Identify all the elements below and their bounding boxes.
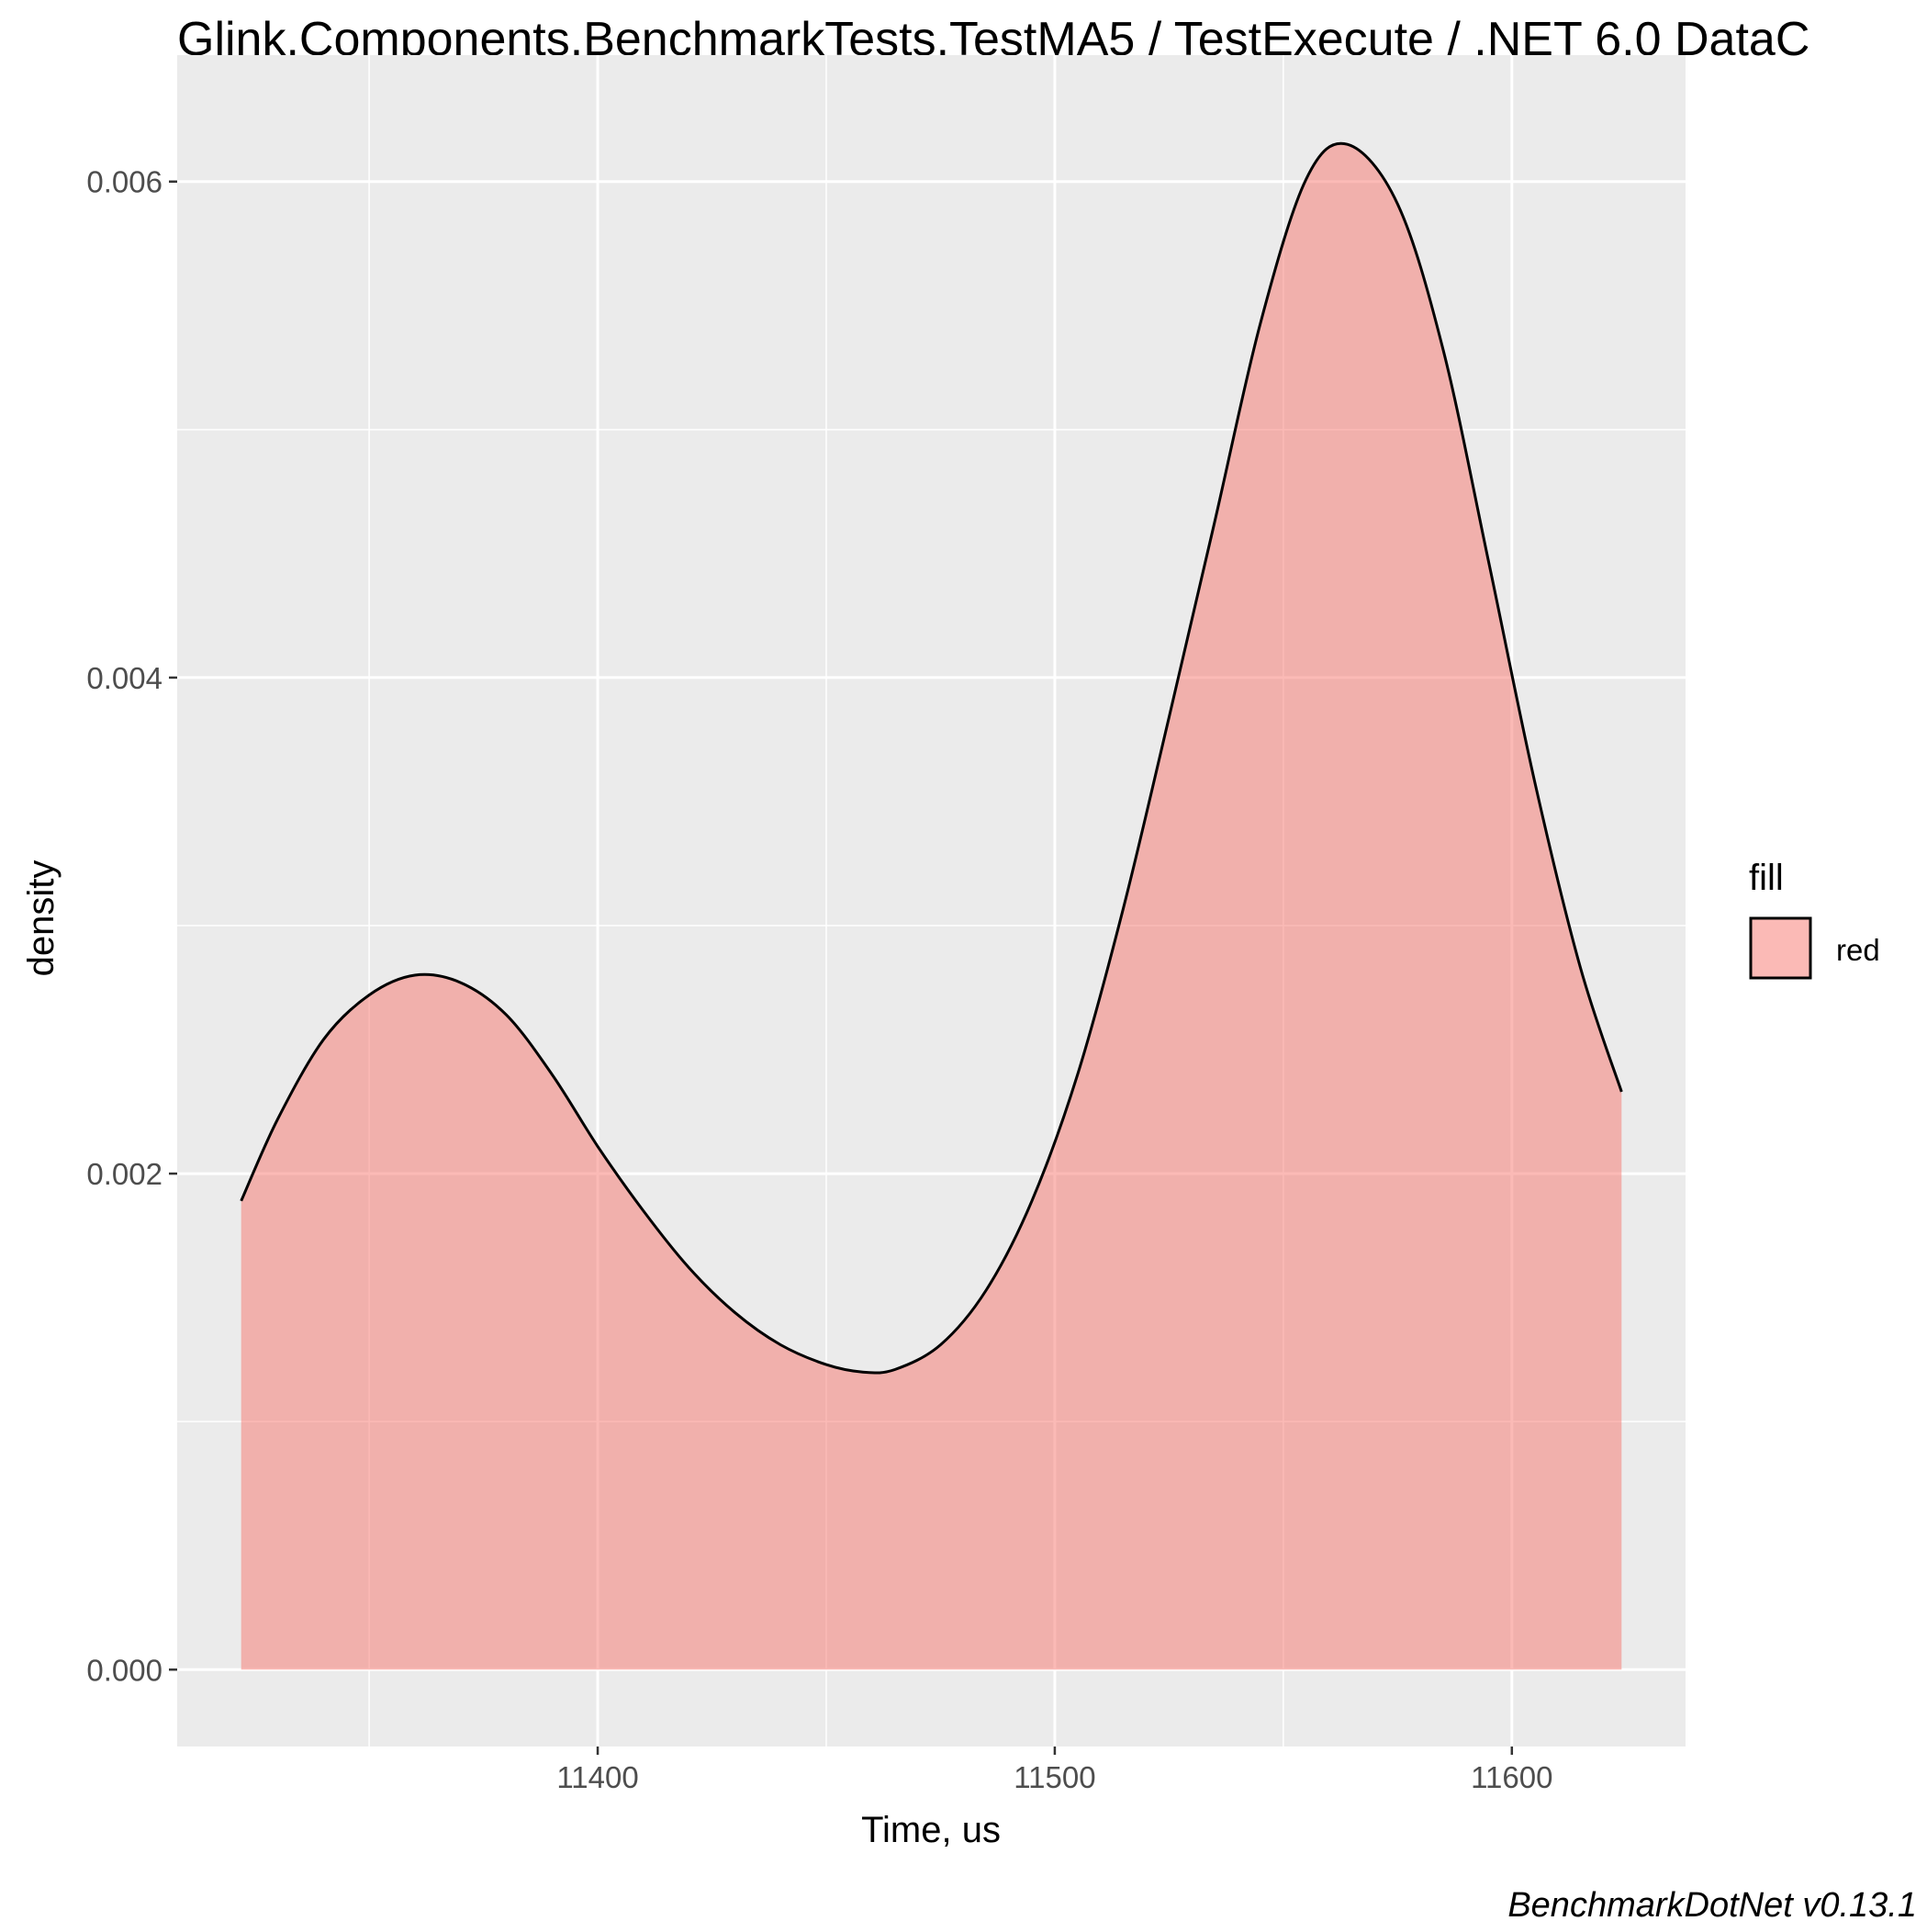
legend-title: fill (1749, 858, 1784, 898)
x-axis-label: Time, us (861, 1810, 1001, 1850)
x-tick-label: 11400 (556, 1760, 638, 1794)
legend: fill red (1749, 858, 1880, 980)
x-tick-label: 11600 (1471, 1760, 1552, 1794)
legend-key-red (1749, 916, 1812, 980)
y-tick-label: 0.004 (86, 661, 162, 695)
legend-label-red: red (1836, 933, 1880, 967)
y-tick-label: 0.006 (86, 165, 162, 199)
y-axis: 0.000 0.002 0.004 0.006 (86, 165, 177, 1687)
x-tick-label: 11500 (1014, 1760, 1095, 1794)
y-tick-label: 0.002 (86, 1157, 162, 1191)
density-area (241, 143, 1622, 1670)
density-curve-line (240, 141, 1623, 1375)
chart-caption: BenchmarkDotNet v0.13.1 (1507, 1886, 1917, 1925)
y-tick-label: 0.000 (86, 1653, 162, 1687)
y-axis-label: density (21, 860, 62, 977)
x-axis: 11400 11500 11600 (556, 1747, 1552, 1794)
